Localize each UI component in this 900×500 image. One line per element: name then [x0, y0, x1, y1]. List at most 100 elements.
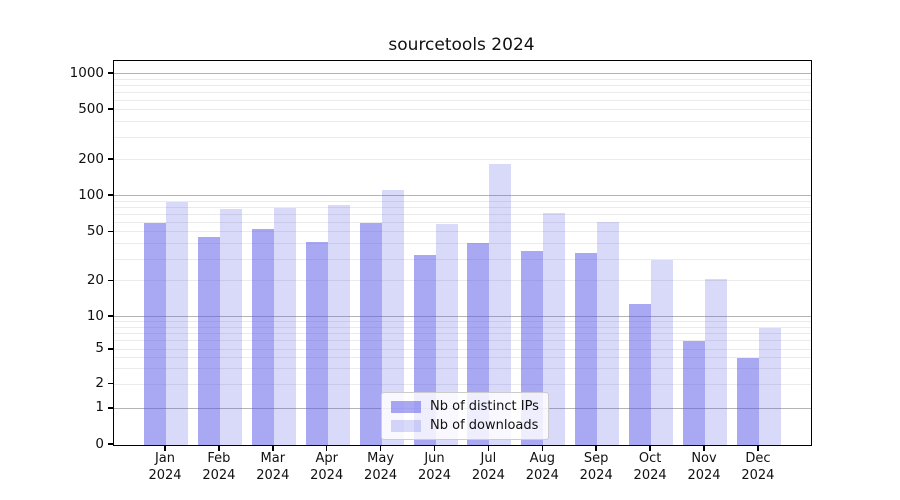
gridline-5: [114, 348, 811, 350]
y-tickmark-20: [108, 279, 113, 282]
y-tickmark-50: [108, 230, 113, 232]
y-tick-label-200: 200: [78, 150, 104, 167]
y-tick-label-20: 20: [86, 271, 104, 288]
gridline-3: [114, 368, 811, 370]
y-tickmark-5: [108, 348, 113, 350]
y-tickmark-100: [108, 194, 113, 196]
x-tick-label-aug-2024: Aug 2024: [510, 450, 574, 484]
bar-ips-apr-2024: [305, 241, 328, 445]
plot-area: Nb of distinct IPs Nb of downloads: [113, 60, 812, 446]
y-tick-label-50: 50: [86, 222, 104, 239]
gridline-8: [114, 326, 811, 328]
gridline-200: [114, 159, 811, 161]
x-tickmark-apr: [325, 445, 328, 451]
gridline-700: [114, 91, 811, 93]
x-tickmark-nov: [703, 445, 705, 451]
x-tick-month: Apr: [315, 451, 338, 466]
x-tick-label-apr-2024: Apr 2024: [295, 450, 359, 484]
x-tick-month: Jul: [480, 451, 497, 466]
x-tick-label-jul-2024: Jul 2024: [456, 450, 520, 484]
gridline-7: [114, 332, 811, 334]
bar-ips-jan-2024: [144, 222, 166, 445]
gridline-600: [114, 99, 811, 101]
x-tick-year: 2024: [256, 468, 290, 483]
bar-ips-may-2024: [359, 222, 382, 445]
x-tickmark-sep: [595, 445, 597, 451]
gridline-80: [114, 206, 811, 208]
gridline-60: [114, 221, 811, 223]
bar-downloads-jun-2024: [435, 223, 458, 445]
gridline-9: [114, 321, 811, 323]
bar-ips-nov-2024: [683, 341, 705, 445]
y-tickmark-1000: [108, 72, 113, 74]
gridline-50: [114, 231, 811, 233]
x-tick-year: 2024: [148, 468, 182, 483]
legend-item-distinct-ips: Nb of distinct IPs: [391, 399, 539, 414]
legend-label-distinct-ips: Nb of distinct IPs: [430, 399, 539, 414]
x-tick-month: Jun: [424, 451, 445, 466]
legend: Nb of distinct IPs Nb of downloads: [381, 392, 549, 440]
x-tick-month: May: [367, 451, 395, 466]
y-tick-label-10: 10: [86, 307, 104, 324]
x-tick-label-jun-2024: Jun 2024: [403, 450, 467, 484]
gridline-10: [114, 316, 811, 318]
y-tick-label-0: 0: [95, 435, 104, 452]
x-tick-label-sep-2024: Sep 2024: [564, 450, 628, 484]
y-tickmark-0: [108, 443, 113, 445]
x-tick-label-oct-2024: Oct 2024: [618, 450, 682, 484]
x-tick-year: 2024: [633, 468, 667, 483]
x-tick-month: Oct: [638, 451, 662, 466]
bar-ips-mar-2024: [251, 229, 274, 445]
gridline-1000: [114, 73, 811, 75]
y-tickmark-2: [108, 382, 113, 385]
gridline-800: [114, 84, 811, 86]
bar-ips-sep-2024: [575, 252, 598, 445]
x-tick-year: 2024: [741, 468, 775, 483]
bar-ips-oct-2024: [629, 303, 652, 445]
gridline-300: [114, 136, 811, 138]
y-tick-label-1: 1: [95, 399, 104, 416]
x-tickmark-jul: [487, 445, 490, 451]
bar-ips-feb-2024: [197, 236, 220, 445]
gridline-4: [114, 357, 811, 359]
x-tickmark-aug: [541, 445, 544, 451]
x-tickmark-may: [379, 445, 382, 451]
chart-title: sourcetools 2024: [388, 35, 535, 55]
x-tick-year: 2024: [471, 468, 505, 483]
bars-layer: [114, 61, 811, 445]
x-tick-label-nov-2024: Nov 2024: [672, 450, 736, 484]
x-tick-year: 2024: [364, 468, 398, 483]
x-tick-year: 2024: [687, 468, 721, 483]
x-tick-year: 2024: [310, 468, 344, 483]
x-tickmark-mar: [272, 445, 274, 451]
gridline-500: [114, 109, 811, 111]
gridline-100: [114, 195, 811, 197]
legend-swatch-distinct-ips: [391, 400, 421, 413]
x-tick-month: Mar: [260, 451, 286, 466]
x-tick-label-feb-2024: Feb 2024: [187, 450, 251, 484]
bar-downloads-jan-2024: [166, 201, 188, 445]
gridline-6: [114, 340, 811, 342]
bar-downloads-jul-2024: [489, 164, 512, 445]
x-tick-month: Feb: [207, 451, 231, 466]
y-tickmark-10: [108, 315, 113, 317]
y-tick-label-2: 2: [95, 375, 104, 392]
x-tick-year: 2024: [417, 468, 452, 483]
x-tick-month: Nov: [691, 451, 717, 466]
x-tick-month: Aug: [529, 451, 555, 466]
x-tickmark-dec: [757, 445, 759, 451]
gridline-20: [114, 280, 811, 282]
y-tickmark-200: [108, 158, 113, 160]
legend-label-downloads: Nb of downloads: [430, 418, 539, 433]
gridline-70: [114, 213, 811, 215]
x-tick-label-mar-2024: Mar 2024: [241, 450, 305, 484]
y-tick-label-500: 500: [78, 100, 104, 117]
gridline-2: [114, 383, 811, 385]
x-tick-year: 2024: [525, 468, 559, 483]
legend-item-downloads: Nb of downloads: [391, 418, 539, 433]
x-tick-label-jan-2024: Jan 2024: [133, 450, 197, 484]
x-tickmark-feb: [218, 445, 220, 451]
bar-downloads-nov-2024: [705, 278, 727, 445]
gridlines-layer: [114, 61, 811, 445]
